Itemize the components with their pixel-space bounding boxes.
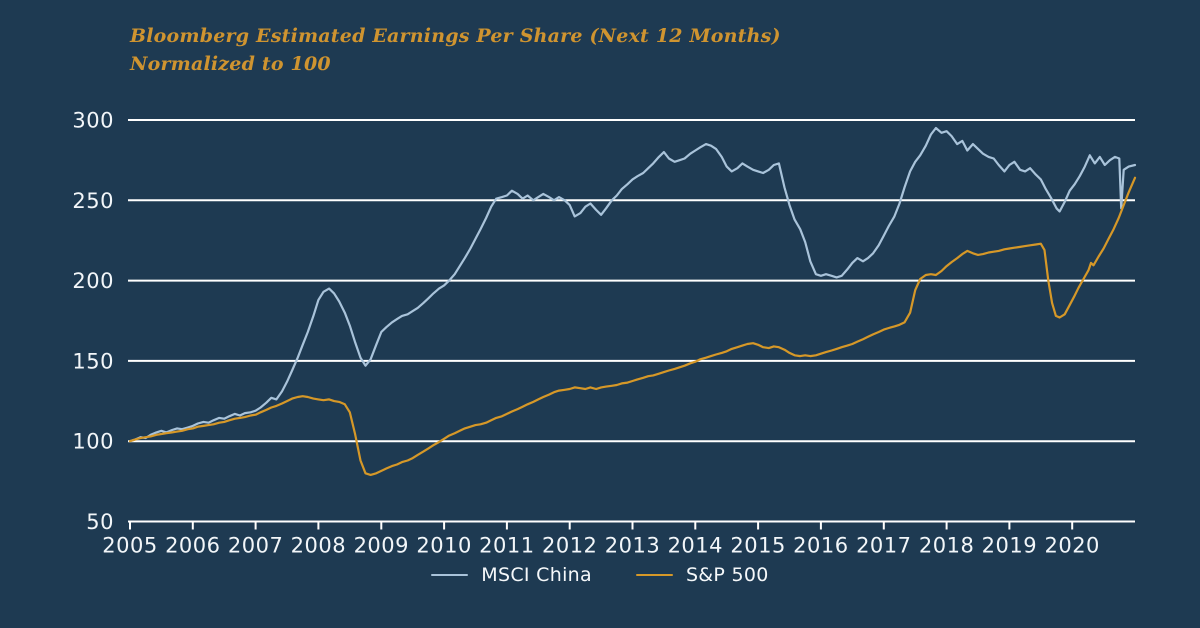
legend-label-msci-china: MSCI China: [481, 564, 592, 586]
msci-china-line-swatch: [431, 573, 469, 577]
x-tick-label-2007: 2007: [228, 534, 283, 558]
x-tick-label-2020: 2020: [1044, 534, 1099, 558]
x-tick-label-2016: 2016: [793, 534, 848, 558]
chart-title: Bloomberg Estimated Earnings Per Share (…: [130, 22, 781, 78]
series-line-msci-china: [128, 126, 1137, 443]
x-tick-label-2014: 2014: [668, 534, 723, 558]
x-tick-label-2005: 2005: [102, 534, 157, 558]
x-tick-label-2015: 2015: [730, 534, 785, 558]
x-tick-label-2019: 2019: [982, 534, 1037, 558]
sp500-line-swatch: [635, 573, 673, 577]
legend-label-sp500: S&P 500: [685, 564, 769, 586]
x-tick-label-2010: 2010: [416, 534, 471, 558]
chart-title-line2: Normalized to 100: [130, 53, 331, 75]
x-tick-label-2008: 2008: [291, 534, 346, 558]
x-tick-label-2013: 2013: [605, 534, 660, 558]
x-tick-label-2018: 2018: [919, 534, 974, 558]
x-tick-label-2006: 2006: [165, 534, 220, 558]
y-tick-label-300: 300: [72, 109, 114, 133]
legend-item-msci-china: MSCI China: [431, 564, 592, 586]
x-tick-label-2017: 2017: [856, 534, 911, 558]
legend-item-sp500: S&P 500: [635, 564, 769, 586]
chart-legend: MSCI China S&P 500: [0, 564, 1200, 586]
y-tick-label-250: 250: [72, 189, 114, 213]
y-tick-label-150: 150: [72, 349, 114, 373]
y-tick-label-200: 200: [72, 269, 114, 293]
chart-title-line1: Bloomberg Estimated Earnings Per Share (…: [130, 25, 781, 47]
y-tick-label-100: 100: [72, 430, 114, 454]
x-tick-label-2012: 2012: [542, 534, 597, 558]
series-line-s-p-500: [128, 176, 1137, 476]
y-tick-label-50: 50: [86, 510, 114, 534]
x-tick-label-2011: 2011: [479, 534, 534, 558]
x-tick-label-2009: 2009: [354, 534, 409, 558]
